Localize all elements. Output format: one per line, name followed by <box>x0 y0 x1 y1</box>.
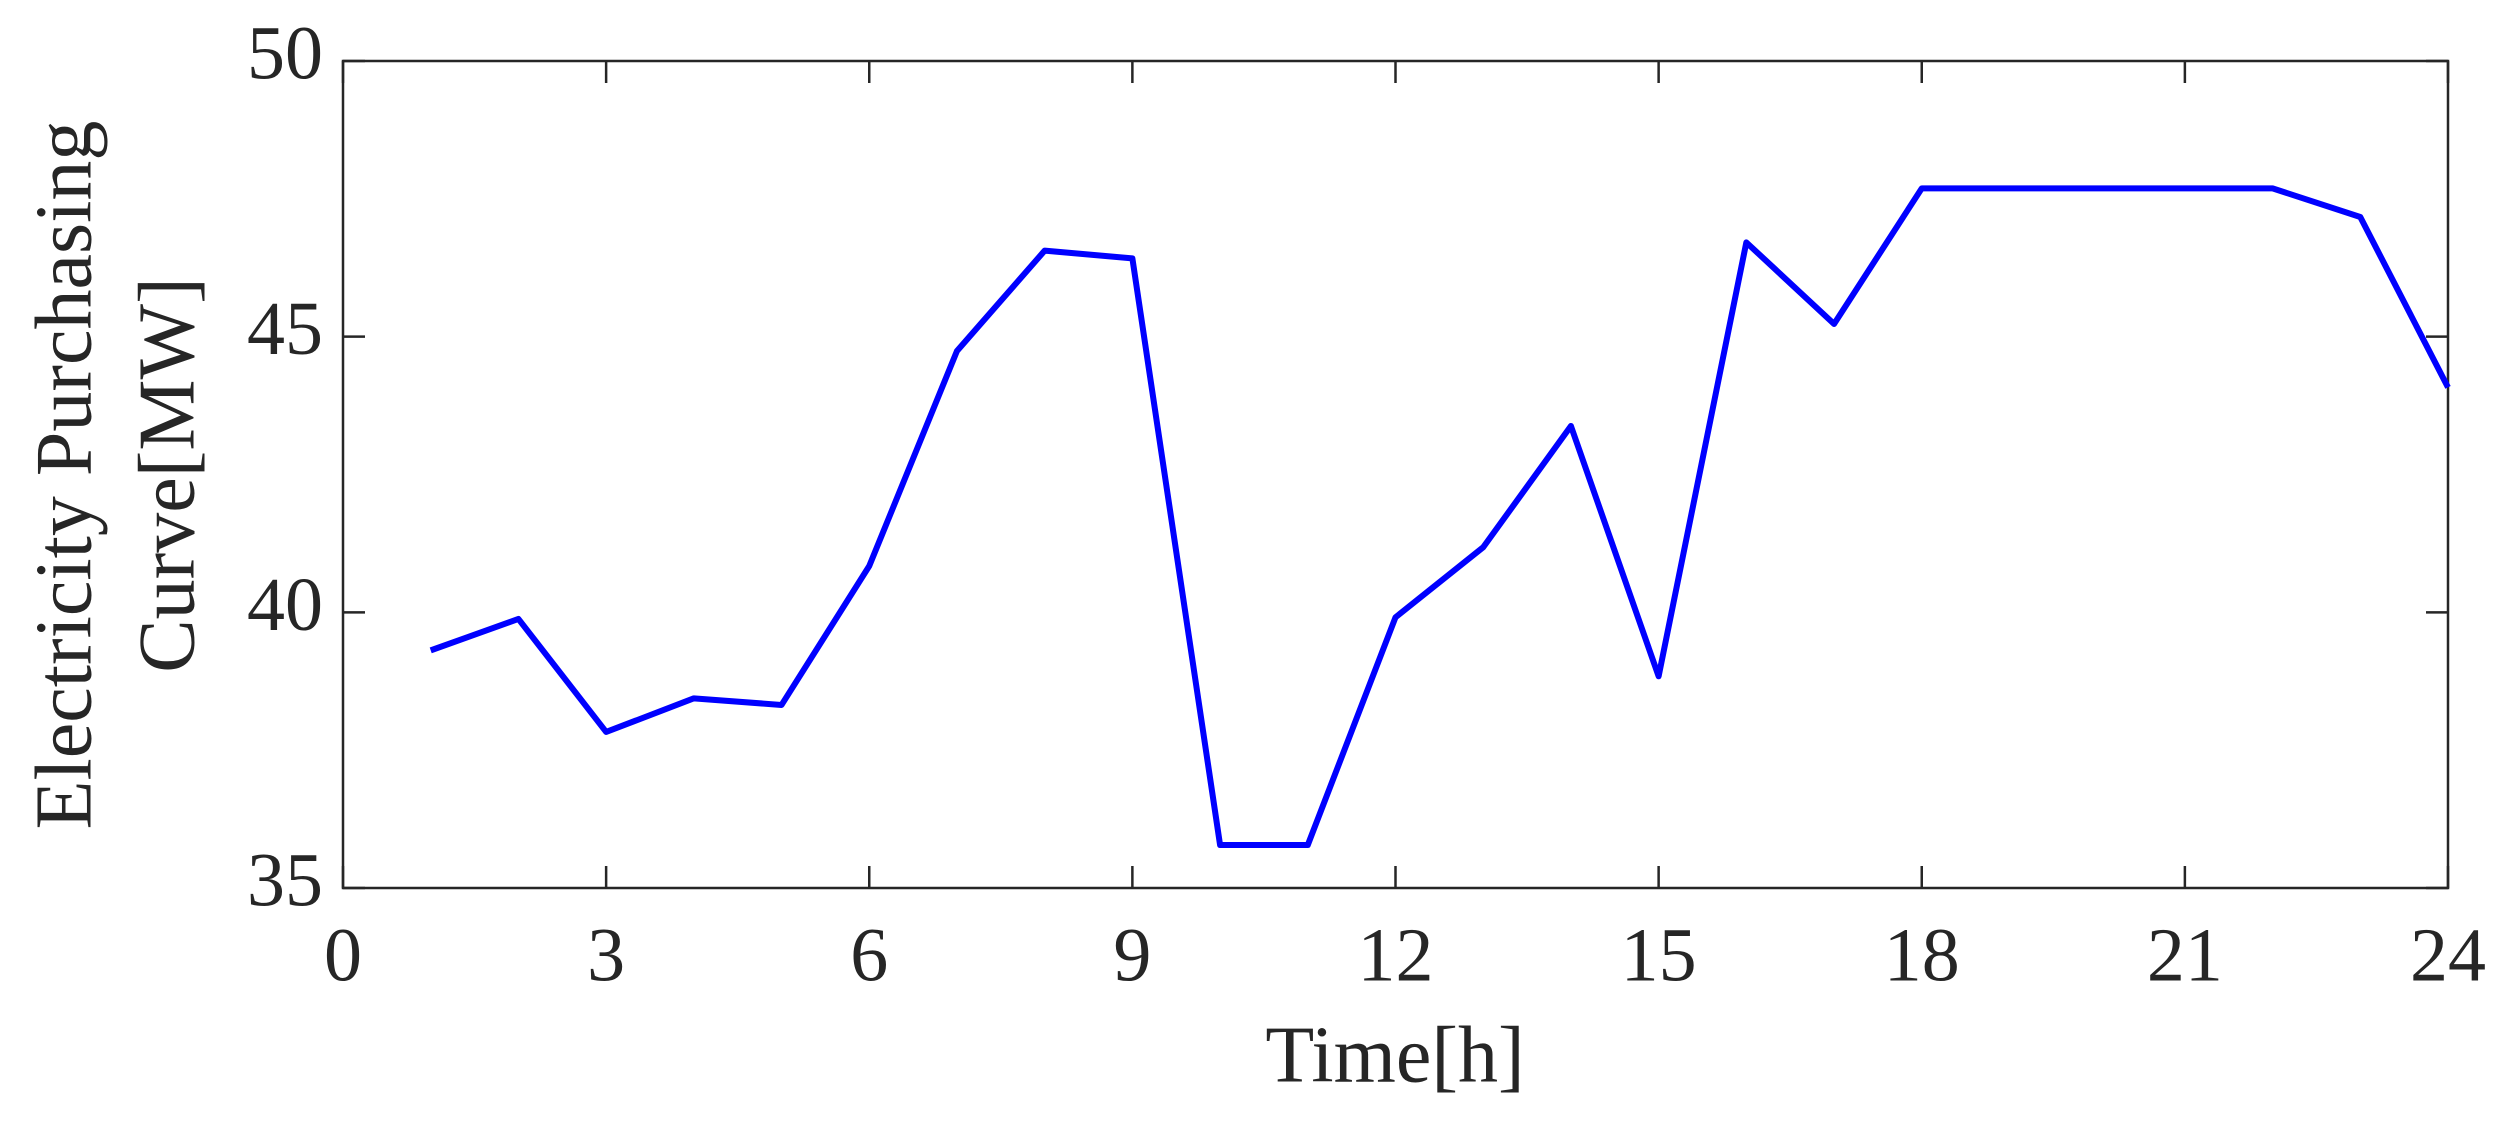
x-tick-label: 0 <box>324 913 362 997</box>
x-tick-label: 3 <box>587 913 625 997</box>
x-tick-label: 15 <box>1621 913 1697 997</box>
x-tick-label: 6 <box>850 913 888 997</box>
x-tick-label: 18 <box>1884 913 1960 997</box>
x-tick-label: 24 <box>2410 913 2486 997</box>
y-tick-label: 45 <box>247 287 323 371</box>
y-tick-label: 40 <box>247 563 323 647</box>
x-tick-label: 9 <box>1113 913 1151 997</box>
data-line <box>429 185 2451 848</box>
plot-frame <box>341 59 2450 890</box>
x-axis-label: Time[h] <box>1265 1011 1524 1099</box>
x-tick-label: 21 <box>2147 913 2223 997</box>
y-tick-label: 50 <box>247 11 323 95</box>
x-tick-label: 12 <box>1358 913 1434 997</box>
y-axis-label: Electricity Purchasing <box>20 121 108 830</box>
y-tick-label: 35 <box>247 838 323 922</box>
y-axis-label: Curve[MW] <box>123 277 211 672</box>
